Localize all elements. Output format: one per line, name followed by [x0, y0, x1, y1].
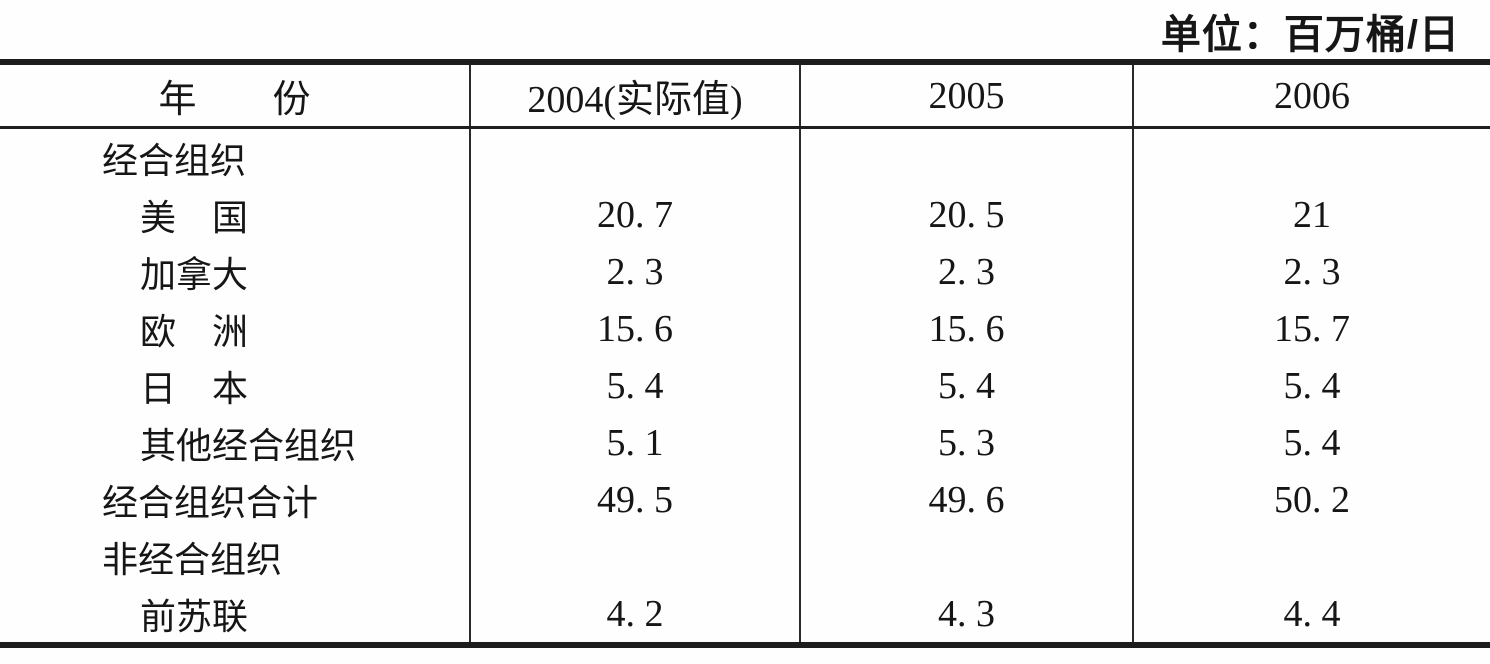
row-non-oecd-group: 非经合组织: [0, 528, 1490, 585]
column-header-2004: 2004(实际值): [469, 62, 800, 129]
row-label: 日 本: [140, 368, 249, 409]
cell-2006: 21: [1132, 186, 1490, 243]
column-header-year: 年 份: [0, 62, 470, 129]
cell-2004: 20. 7: [469, 186, 800, 243]
cell-2004: 4. 2: [469, 585, 800, 645]
cell-2006: [1132, 127, 1490, 186]
row-label: 非经合组织: [102, 539, 283, 580]
cell-2004: 2. 3: [469, 243, 800, 300]
row-oecd-total: 经合组织合计 49. 5 49. 6 50. 2: [0, 471, 1490, 528]
cell-2004: 49. 5: [469, 471, 800, 528]
row-label: 美 国: [140, 197, 249, 238]
cell-2004: 15. 6: [469, 300, 800, 357]
row-label: 其他经合组织: [140, 425, 357, 466]
cell-2005: [799, 127, 1133, 186]
cell-2004: [469, 127, 800, 186]
cell-2005: 5. 4: [799, 357, 1133, 414]
oil-data-table: 年 份 2004(实际值) 2005 2006 经合组织 美 国 20. 7 2…: [0, 59, 1490, 648]
cell-2005: 4. 3: [799, 585, 1133, 645]
cell-2006: 4. 4: [1132, 585, 1490, 645]
cell-2005: 2. 3: [799, 243, 1133, 300]
cell-2004: 5. 1: [469, 414, 800, 471]
row-usa: 美 国 20. 7 20. 5 21: [0, 186, 1490, 243]
row-europe: 欧 洲 15. 6 15. 6 15. 7: [0, 300, 1490, 357]
cell-2005: 5. 3: [799, 414, 1133, 471]
row-label: 欧 洲: [140, 311, 249, 352]
row-canada: 加拿大 2. 3 2. 3 2. 3: [0, 243, 1490, 300]
cell-2005: 15. 6: [799, 300, 1133, 357]
cell-2006: 5. 4: [1132, 357, 1490, 414]
row-japan: 日 本 5. 4 5. 4 5. 4: [0, 357, 1490, 414]
cell-2004: 5. 4: [469, 357, 800, 414]
column-header-2006: 2006: [1132, 62, 1490, 129]
row-other-oecd: 其他经合组织 5. 1 5. 3 5. 4: [0, 414, 1490, 471]
row-oecd-group: 经合组织: [0, 127, 1490, 186]
cell-2006: 5. 4: [1132, 414, 1490, 471]
cell-2005: [799, 528, 1133, 585]
cell-2006: [1132, 528, 1490, 585]
row-former-soviet-union: 前苏联 4. 2 4. 3 4. 4: [0, 585, 1490, 645]
row-label: 经合组织合计: [102, 482, 319, 523]
cell-2005: 20. 5: [799, 186, 1133, 243]
row-label: 前苏联: [140, 596, 249, 637]
row-label: 加拿大: [140, 254, 249, 295]
column-header-2005: 2005: [799, 62, 1133, 129]
cell-2006: 50. 2: [1132, 471, 1490, 528]
table-header-row: 年 份 2004(实际值) 2005 2006: [0, 62, 1490, 129]
unit-label: 单位：百万桶/日: [1160, 13, 1460, 57]
cell-2005: 49. 6: [799, 471, 1133, 528]
cell-2004: [469, 528, 800, 585]
row-label: 经合组织: [102, 140, 247, 181]
cell-2006: 15. 7: [1132, 300, 1490, 357]
cell-2006: 2. 3: [1132, 243, 1490, 300]
